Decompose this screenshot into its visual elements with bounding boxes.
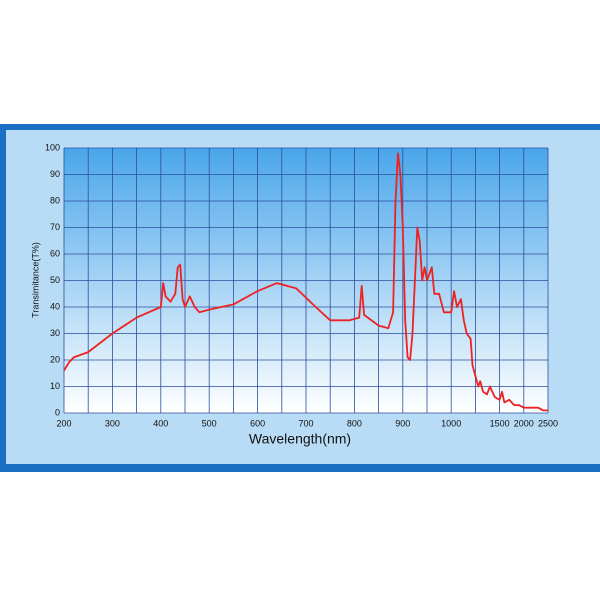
y-axis-label: Transimitance(T%) [30,242,40,318]
x-tick-label: 500 [202,418,217,428]
x-tick-label: 300 [105,418,120,428]
y-tick-label: 50 [50,275,60,285]
x-tick-label: 700 [298,418,313,428]
y-tick-label: 100 [45,142,60,152]
data-line [63,152,548,412]
y-tick-label: 80 [50,195,60,205]
y-tick-label: 70 [50,222,60,232]
x-tick-label: 400 [153,418,168,428]
y-tick-label: 60 [50,248,60,258]
y-tick-label: 30 [50,328,60,338]
y-tick-label: 0 [55,407,60,417]
x-tick-label: 900 [395,418,410,428]
x-tick-label: 800 [347,418,362,428]
x-tick-label: 200 [56,418,71,428]
y-tick-label: 20 [50,354,60,364]
x-tick-label: 1500 [490,418,510,428]
x-tick-label: 2000 [514,418,534,428]
x-tick-label: 600 [250,418,265,428]
y-tick-label: 40 [50,301,60,311]
x-tick-label: 2500 [538,418,558,428]
y-tick-label: 10 [50,381,60,391]
y-tick-label: 90 [50,169,60,179]
x-tick-label: 1000 [441,418,461,428]
x-axis-label: Wavelength(nm) [249,431,351,447]
